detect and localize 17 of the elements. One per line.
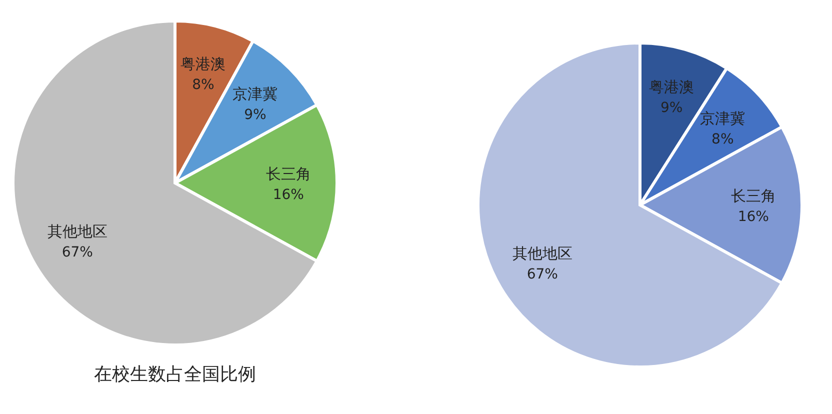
slice-label: 粤港澳: [649, 78, 694, 96]
text: 在校生数占全国比例: [94, 364, 256, 385]
slice-label: 其他地区: [47, 222, 108, 241]
data-label: 9%: [244, 106, 266, 123]
slice-label: 京津冀: [700, 109, 746, 128]
slice-label: 粤港澳: [180, 55, 226, 74]
data-label: 16%: [272, 187, 304, 203]
data-label: 9%: [660, 100, 683, 116]
data-label: 16%: [738, 209, 769, 225]
slice-label: 长三角: [266, 165, 311, 183]
data-label: 67%: [526, 266, 558, 283]
data-label: 67%: [62, 244, 93, 261]
slice-label: 京津冀: [232, 84, 278, 103]
slice-label: 其他地区: [512, 244, 572, 263]
data-label: 8%: [192, 77, 214, 94]
slice-label: 长三角: [730, 187, 776, 205]
data-label: 8%: [712, 131, 734, 148]
